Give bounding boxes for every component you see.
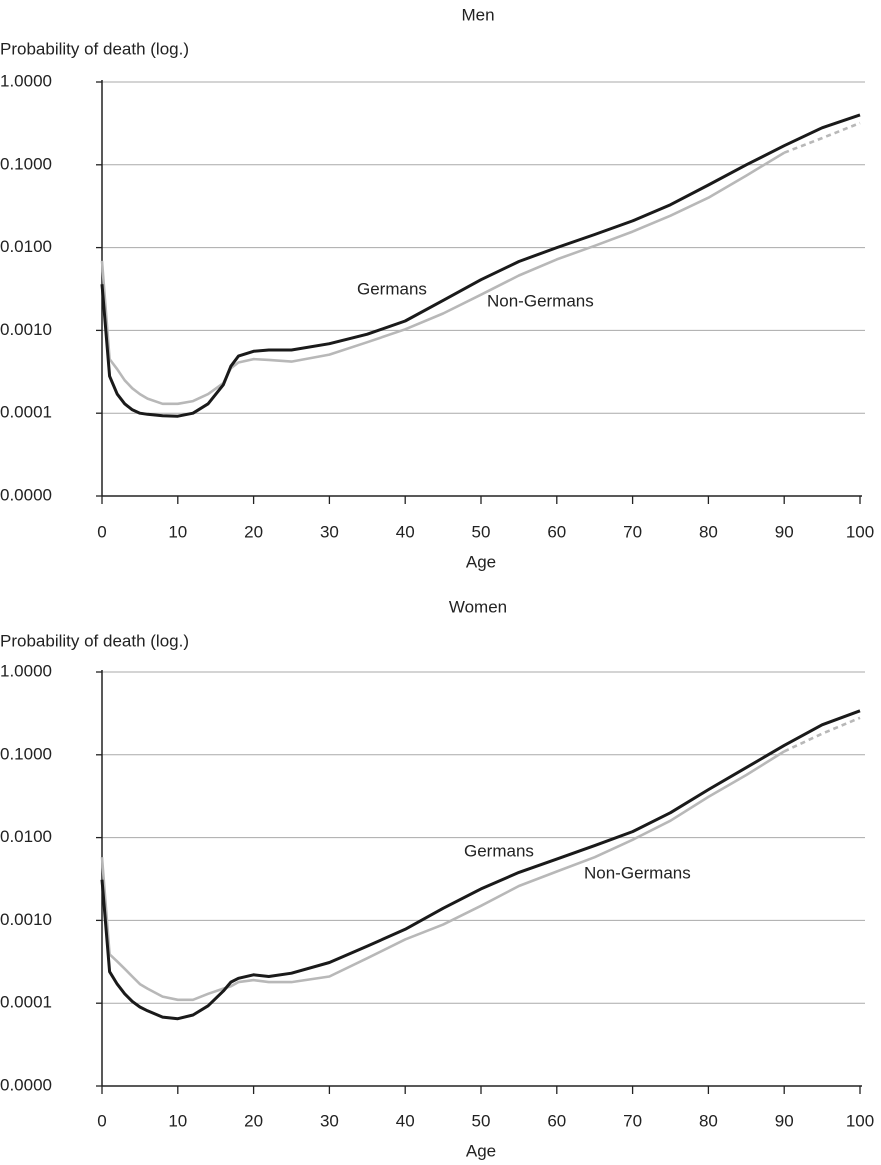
line-dashed	[783, 121, 861, 154]
series-label: Germans	[357, 279, 427, 298]
y-tick-label: 0.0001	[0, 993, 52, 1012]
y-tick-label: 0.0010	[0, 320, 52, 339]
y-tick-label: 0.0001	[0, 403, 52, 422]
x-tick-label: 30	[320, 1111, 339, 1130]
series-label: Germans	[464, 841, 534, 860]
y-tick-label: 0.0100	[0, 237, 52, 256]
x-tick-label: 30	[320, 522, 339, 541]
x-tick-label: 60	[547, 1111, 566, 1130]
x-tick-label: 80	[699, 1111, 718, 1130]
x-tick-label: 70	[623, 1111, 642, 1130]
x-tick-label: 100	[846, 1111, 874, 1130]
x-tick-label: 40	[396, 1111, 415, 1130]
series-label: Non-Germans	[584, 863, 691, 882]
line	[100, 709, 861, 1021]
x-tick-label: 60	[547, 522, 566, 541]
y-tick-label: 1.0000	[0, 71, 52, 90]
chart-title: Men	[461, 5, 494, 24]
line-dashed	[783, 716, 861, 753]
x-axis-label: Age	[466, 1141, 496, 1160]
x-tick-label: 10	[168, 1111, 187, 1130]
line	[100, 113, 861, 418]
y-tick-label: 0.0010	[0, 910, 52, 929]
y-tick-label: 1.0000	[0, 661, 52, 680]
y-tick-label: 0.1000	[0, 154, 52, 173]
y-tick-label: 0.1000	[0, 744, 52, 763]
x-axis-label: Age	[466, 552, 496, 571]
chart-title: Women	[449, 597, 507, 616]
x-tick-label: 80	[699, 522, 718, 541]
line	[100, 750, 785, 1002]
x-tick-label: 20	[244, 1111, 263, 1130]
x-tick-label: 50	[472, 522, 491, 541]
x-tick-label: 50	[472, 1111, 491, 1130]
x-tick-label: 0	[97, 1111, 106, 1130]
x-tick-label: 90	[775, 1111, 794, 1130]
y-axis-label: Probability of death (log.)	[0, 631, 189, 650]
y-axis-label: Probability of death (log.)	[0, 39, 189, 58]
y-tick-label: 0.0100	[0, 827, 52, 846]
x-tick-label: 20	[244, 522, 263, 541]
x-tick-label: 90	[775, 522, 794, 541]
y-tick-label: 0.0000	[0, 1075, 52, 1094]
x-tick-label: 0	[97, 522, 106, 541]
x-tick-label: 40	[396, 522, 415, 541]
y-tick-label: 0.0000	[0, 485, 52, 504]
x-tick-label: 70	[623, 522, 642, 541]
line	[100, 151, 785, 406]
x-tick-label: 10	[168, 522, 187, 541]
series-label: Non-Germans	[487, 291, 594, 310]
x-tick-label: 100	[846, 522, 874, 541]
